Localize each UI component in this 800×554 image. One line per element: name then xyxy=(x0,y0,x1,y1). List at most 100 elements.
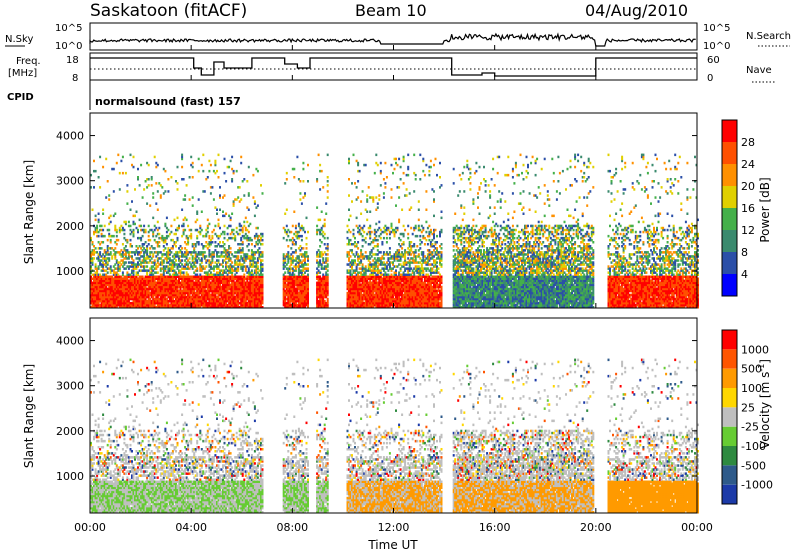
power-pixel xyxy=(109,253,112,256)
power-pixel xyxy=(123,291,126,295)
power-pixel xyxy=(115,299,118,303)
power-pixel xyxy=(134,214,136,218)
power-pixel xyxy=(176,165,179,169)
power-pixel xyxy=(109,251,112,254)
power-pixel xyxy=(261,259,264,262)
power-pixel xyxy=(222,210,224,213)
power-pixel xyxy=(349,255,352,258)
power-pixel xyxy=(111,277,114,280)
power-pixel xyxy=(121,281,124,285)
power-pixel xyxy=(94,271,97,274)
power-pixel xyxy=(117,293,120,297)
power-pixel xyxy=(240,161,243,165)
power-pixel xyxy=(131,279,133,283)
power-pixel xyxy=(106,293,109,297)
power-pixel xyxy=(121,253,124,256)
cpid-value: normalsound (fast) 157 xyxy=(95,95,241,108)
power-pixel xyxy=(111,255,114,258)
power-pixel xyxy=(149,204,152,207)
power-pixel xyxy=(91,297,94,301)
power-pixel xyxy=(307,230,309,234)
power-pixel xyxy=(175,245,177,248)
power-pixel xyxy=(100,241,103,244)
power-pixel xyxy=(93,277,95,280)
power-pixel xyxy=(109,299,112,303)
power-pixel xyxy=(96,228,99,232)
power-pixel xyxy=(296,155,299,159)
power-pixel xyxy=(99,281,102,285)
power-pixel xyxy=(126,283,129,287)
power-pixel xyxy=(132,232,135,236)
power-pixel xyxy=(108,267,111,270)
power-pixel xyxy=(127,267,130,270)
power-pixel xyxy=(120,255,123,258)
power-pixel xyxy=(399,165,402,169)
power-pixel xyxy=(366,194,369,197)
power-pixel xyxy=(97,301,100,305)
power-pixel xyxy=(94,303,97,307)
power-pixel xyxy=(124,245,127,248)
power-pixel xyxy=(94,228,97,232)
power-pixel xyxy=(131,287,133,291)
power-pixel xyxy=(93,251,95,254)
power-pixel xyxy=(127,283,130,287)
power-pixel xyxy=(131,163,133,167)
power-pixel xyxy=(138,218,141,222)
power-pixel xyxy=(124,297,127,301)
power-pixel xyxy=(100,289,103,293)
power-pixel xyxy=(93,293,95,297)
power-pixel xyxy=(231,261,234,264)
power-pixel xyxy=(229,257,232,260)
power-pixel xyxy=(114,301,117,305)
power-pixel xyxy=(97,273,100,276)
power-pixel xyxy=(114,289,117,293)
power-pixel xyxy=(129,238,132,242)
power-pixel xyxy=(124,171,127,175)
power-pixel xyxy=(103,259,106,262)
power-pixel xyxy=(129,261,132,264)
power-pixel xyxy=(111,281,114,285)
power-pixel xyxy=(135,291,138,295)
power-pixel xyxy=(120,249,123,252)
power-pixel xyxy=(126,301,129,305)
power-pixel xyxy=(100,224,103,228)
power-pixel xyxy=(348,208,350,211)
power-pixel xyxy=(94,301,97,305)
power-pixel xyxy=(109,220,112,224)
power-pixel xyxy=(100,283,103,287)
power-pixel xyxy=(135,301,138,305)
power-pixel xyxy=(363,230,366,234)
power-pixel xyxy=(205,265,208,268)
power-pixel xyxy=(100,291,103,295)
power-pixel xyxy=(105,251,108,254)
power-pixel xyxy=(320,241,323,244)
power-pixel xyxy=(134,275,136,278)
power-pixel xyxy=(97,299,100,303)
power-pixel xyxy=(229,159,232,163)
power-pixel xyxy=(176,236,179,240)
power-pixel xyxy=(132,220,135,224)
power-pixel xyxy=(200,228,203,232)
power-pixel xyxy=(256,169,259,173)
power-pixel xyxy=(118,251,121,254)
power-pixel xyxy=(231,212,234,215)
power-pixel xyxy=(258,247,261,250)
power-pixel xyxy=(99,247,102,250)
power-pixel xyxy=(132,295,135,299)
power-pixel xyxy=(99,259,102,262)
power-pixel xyxy=(90,289,92,293)
power-pixel xyxy=(91,299,94,303)
power-pixel xyxy=(398,249,401,252)
power-pixel xyxy=(247,243,250,246)
power-pixel xyxy=(396,163,399,167)
power-pixel xyxy=(302,226,305,230)
power-pixel xyxy=(322,186,325,189)
power-pixel xyxy=(181,208,184,211)
power-pixel xyxy=(114,295,117,299)
power-pixel xyxy=(135,297,138,301)
power-pixel xyxy=(123,295,126,299)
power-pixel xyxy=(354,259,356,262)
power-pixel xyxy=(90,306,92,309)
nsky-tick-top: 10^5 xyxy=(55,23,82,34)
